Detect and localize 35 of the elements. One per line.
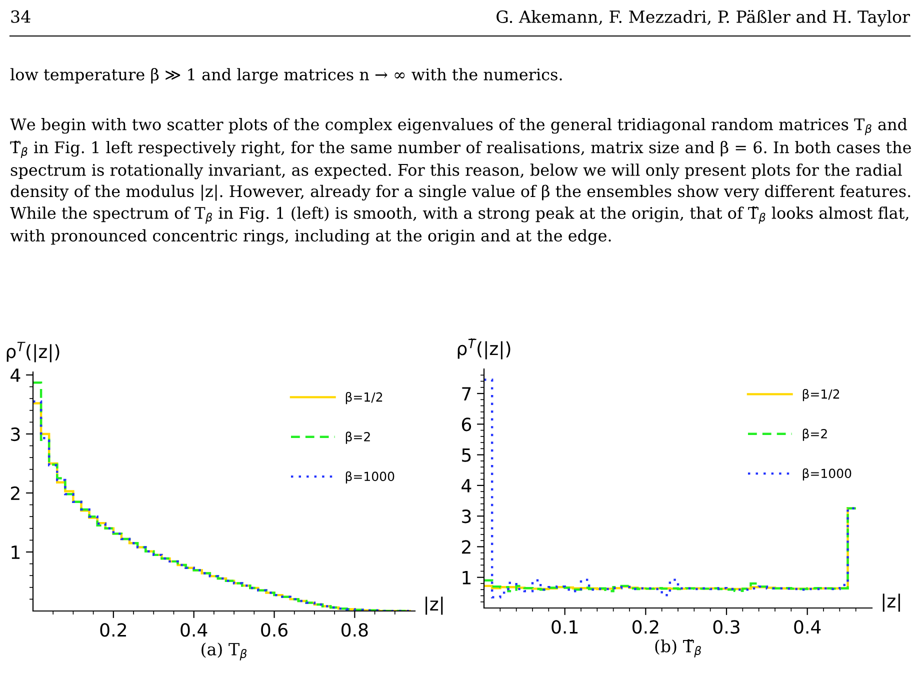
legend-label: β=1000 [802, 468, 852, 481]
x-tick-label: 0.4 [794, 620, 821, 634]
x-tick-label: 0.6 [261, 623, 288, 637]
x-tick-label: 0.3 [713, 620, 740, 634]
x-tick-label: 0.4 [180, 623, 208, 637]
text: G. Akemann, F. Mezzadri, P. Päßler and H. Taylor [496, 10, 910, 26]
text: (b) T̃$_{β}$ [655, 639, 701, 658]
y-tick-label: 7 [462, 387, 471, 400]
legend-label: β=2 [346, 432, 370, 444]
y-tick-label: 3 [462, 510, 471, 524]
y-tick-label: 4 [10, 368, 20, 382]
y-tick-label: 1 [12, 546, 20, 559]
x-tick-label: 0.2 [100, 623, 126, 637]
legend-label: β=2 [802, 428, 827, 441]
x-axis-title: |z| [426, 596, 443, 615]
y-tick-label: 2 [462, 540, 470, 554]
y-tick-label: 2 [11, 486, 20, 500]
legend-label: β=1000 [346, 471, 394, 484]
x-tick-label: 0.1 [552, 620, 578, 634]
legend-label: β=1/2 [346, 392, 382, 404]
y-tick-label: 3 [11, 427, 20, 442]
x-tick-label: 0.2 [632, 620, 658, 634]
text: (a) T$_{β}$ [202, 642, 246, 660]
y-axis-title: ρ$^{T̃}$(|z|) [458, 338, 510, 360]
x-axis-title: |z| [882, 594, 900, 612]
y-tick-label: 4 [462, 479, 472, 492]
y-axis-title: ρ$^{T}$(|z|) [6, 342, 60, 362]
text: 34 [11, 10, 30, 23]
x-tick-label: 0.8 [342, 623, 368, 637]
legend-label: β=1/2 [802, 389, 840, 402]
text: We begin with two scatter plots of the complex eigenvalues of the general tridiagonal random matrices T$_{β}$ and T̃$_{β}$ in Fig. 1 left respectively right, for the same number of realisations, matrix size and β = 6. In both cases the spectrum is rotationally invariant, as expected. For this reason, below we will only present plots for the radial density of the modulus |z|. However, already for a single value of β the ensembles show very different features. While the spectrum of T$_{β}$ in Fig. 1 (left) is smooth, with a strong peak at the origin, that of T̃$_{β}$ looks almost flat, with pronounced concentric rings, including at the origin and at the edge. [10, 118, 911, 245]
y-tick-label: 6 [462, 418, 472, 432]
text: low temperature β ≫ 1 and large matrices n → ∞ with the numerics. [10, 68, 562, 84]
y-tick-label: 5 [462, 448, 471, 462]
y-tick-label: 1 [462, 571, 471, 584]
